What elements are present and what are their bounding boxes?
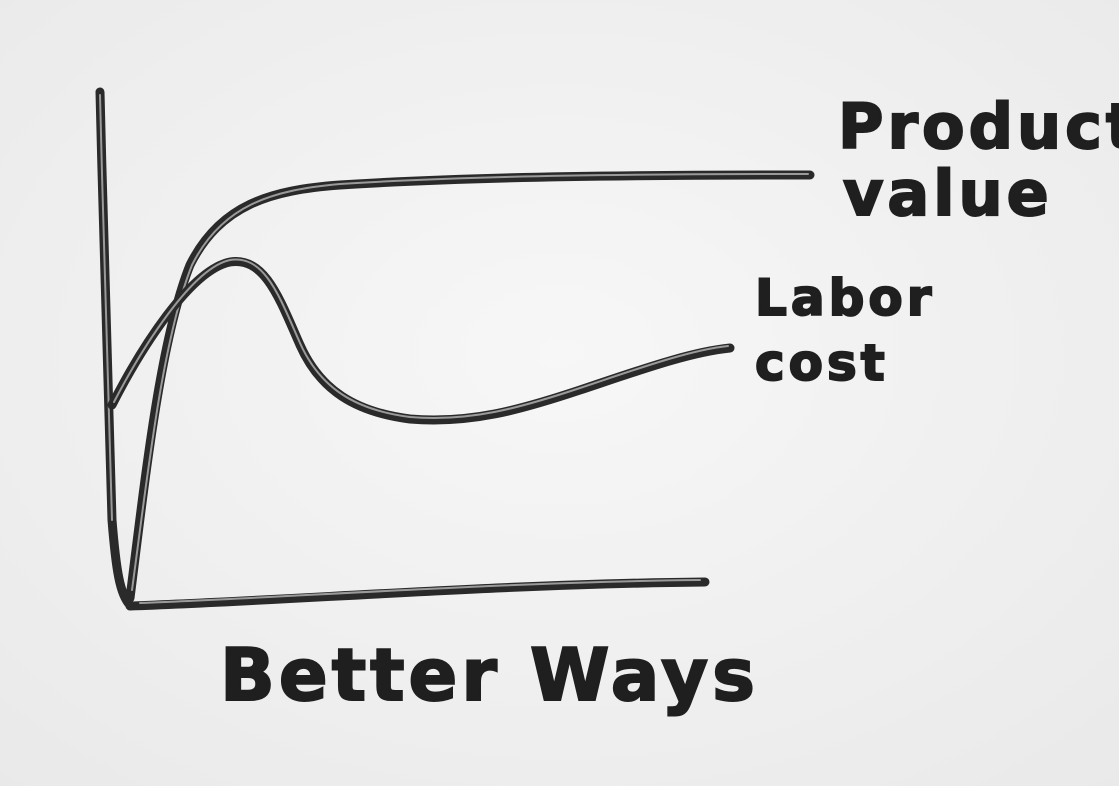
- labor-cost-label-line2: cost: [755, 334, 889, 392]
- labor-cost-curve: [107, 257, 735, 425]
- x-axis: [125, 577, 710, 611]
- axis-highlight: [99, 94, 701, 604]
- curve: [107, 257, 735, 425]
- labor-cost-label-line1: Labor: [755, 269, 935, 327]
- product-value-label-line2: value: [843, 157, 1053, 230]
- curve-highlight: [113, 258, 729, 420]
- product-value-label-line1: Product: [838, 90, 1119, 163]
- curve-highlight: [131, 173, 809, 591]
- product-value-curve: [125, 170, 815, 603]
- axes: [95, 87, 710, 611]
- x-axis-label: Better Ways: [220, 633, 759, 717]
